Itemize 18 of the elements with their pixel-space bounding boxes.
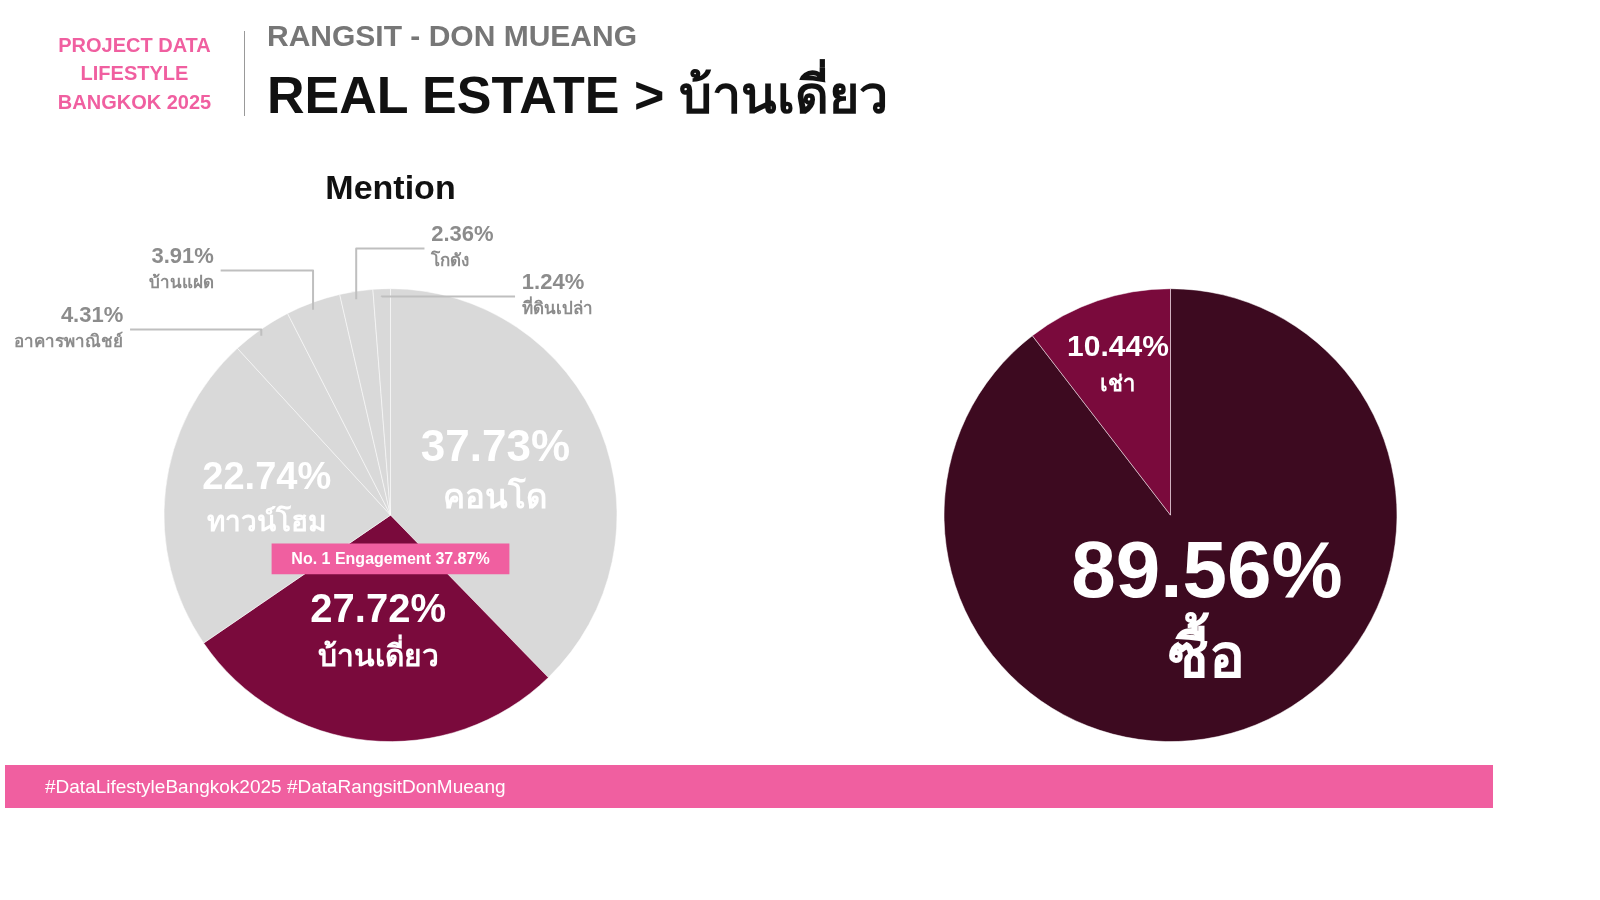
data-label: 1.24% bbox=[521, 269, 585, 295]
text: #DataLifestyleBangkok2025 #DataRangsitDonMueang bbox=[5, 765, 1493, 809]
slice-label: โกดัง bbox=[430, 249, 470, 270]
chart-subtitle: RANGSIT - DON MUEANG bbox=[267, 18, 638, 54]
data-label: 4.31% bbox=[60, 302, 124, 328]
text: Mention bbox=[325, 168, 456, 207]
data-label: 27.72% bbox=[310, 586, 446, 631]
text: No. 1 Engagement 37.87% bbox=[291, 550, 490, 568]
data-label: 3.91% bbox=[151, 243, 214, 269]
slice-label: บ้านเดี่ยว bbox=[317, 634, 439, 673]
slice-label: อาคารพาณิชย์ bbox=[14, 330, 124, 351]
data-label: 10.44% bbox=[1067, 328, 1169, 362]
slice-label: เช่า bbox=[1100, 370, 1136, 396]
data-label: 2.36% bbox=[431, 221, 494, 247]
slice-label: ที่ดินเปล่า bbox=[521, 295, 593, 318]
text: PROJECT DATA LIFESTYLE BANGKOK 2025 bbox=[45, 30, 245, 117]
slice-label: บ้านแฝด bbox=[148, 272, 214, 292]
chart-title: REAL ESTATE > บ้านเดี่ยว bbox=[267, 58, 888, 126]
